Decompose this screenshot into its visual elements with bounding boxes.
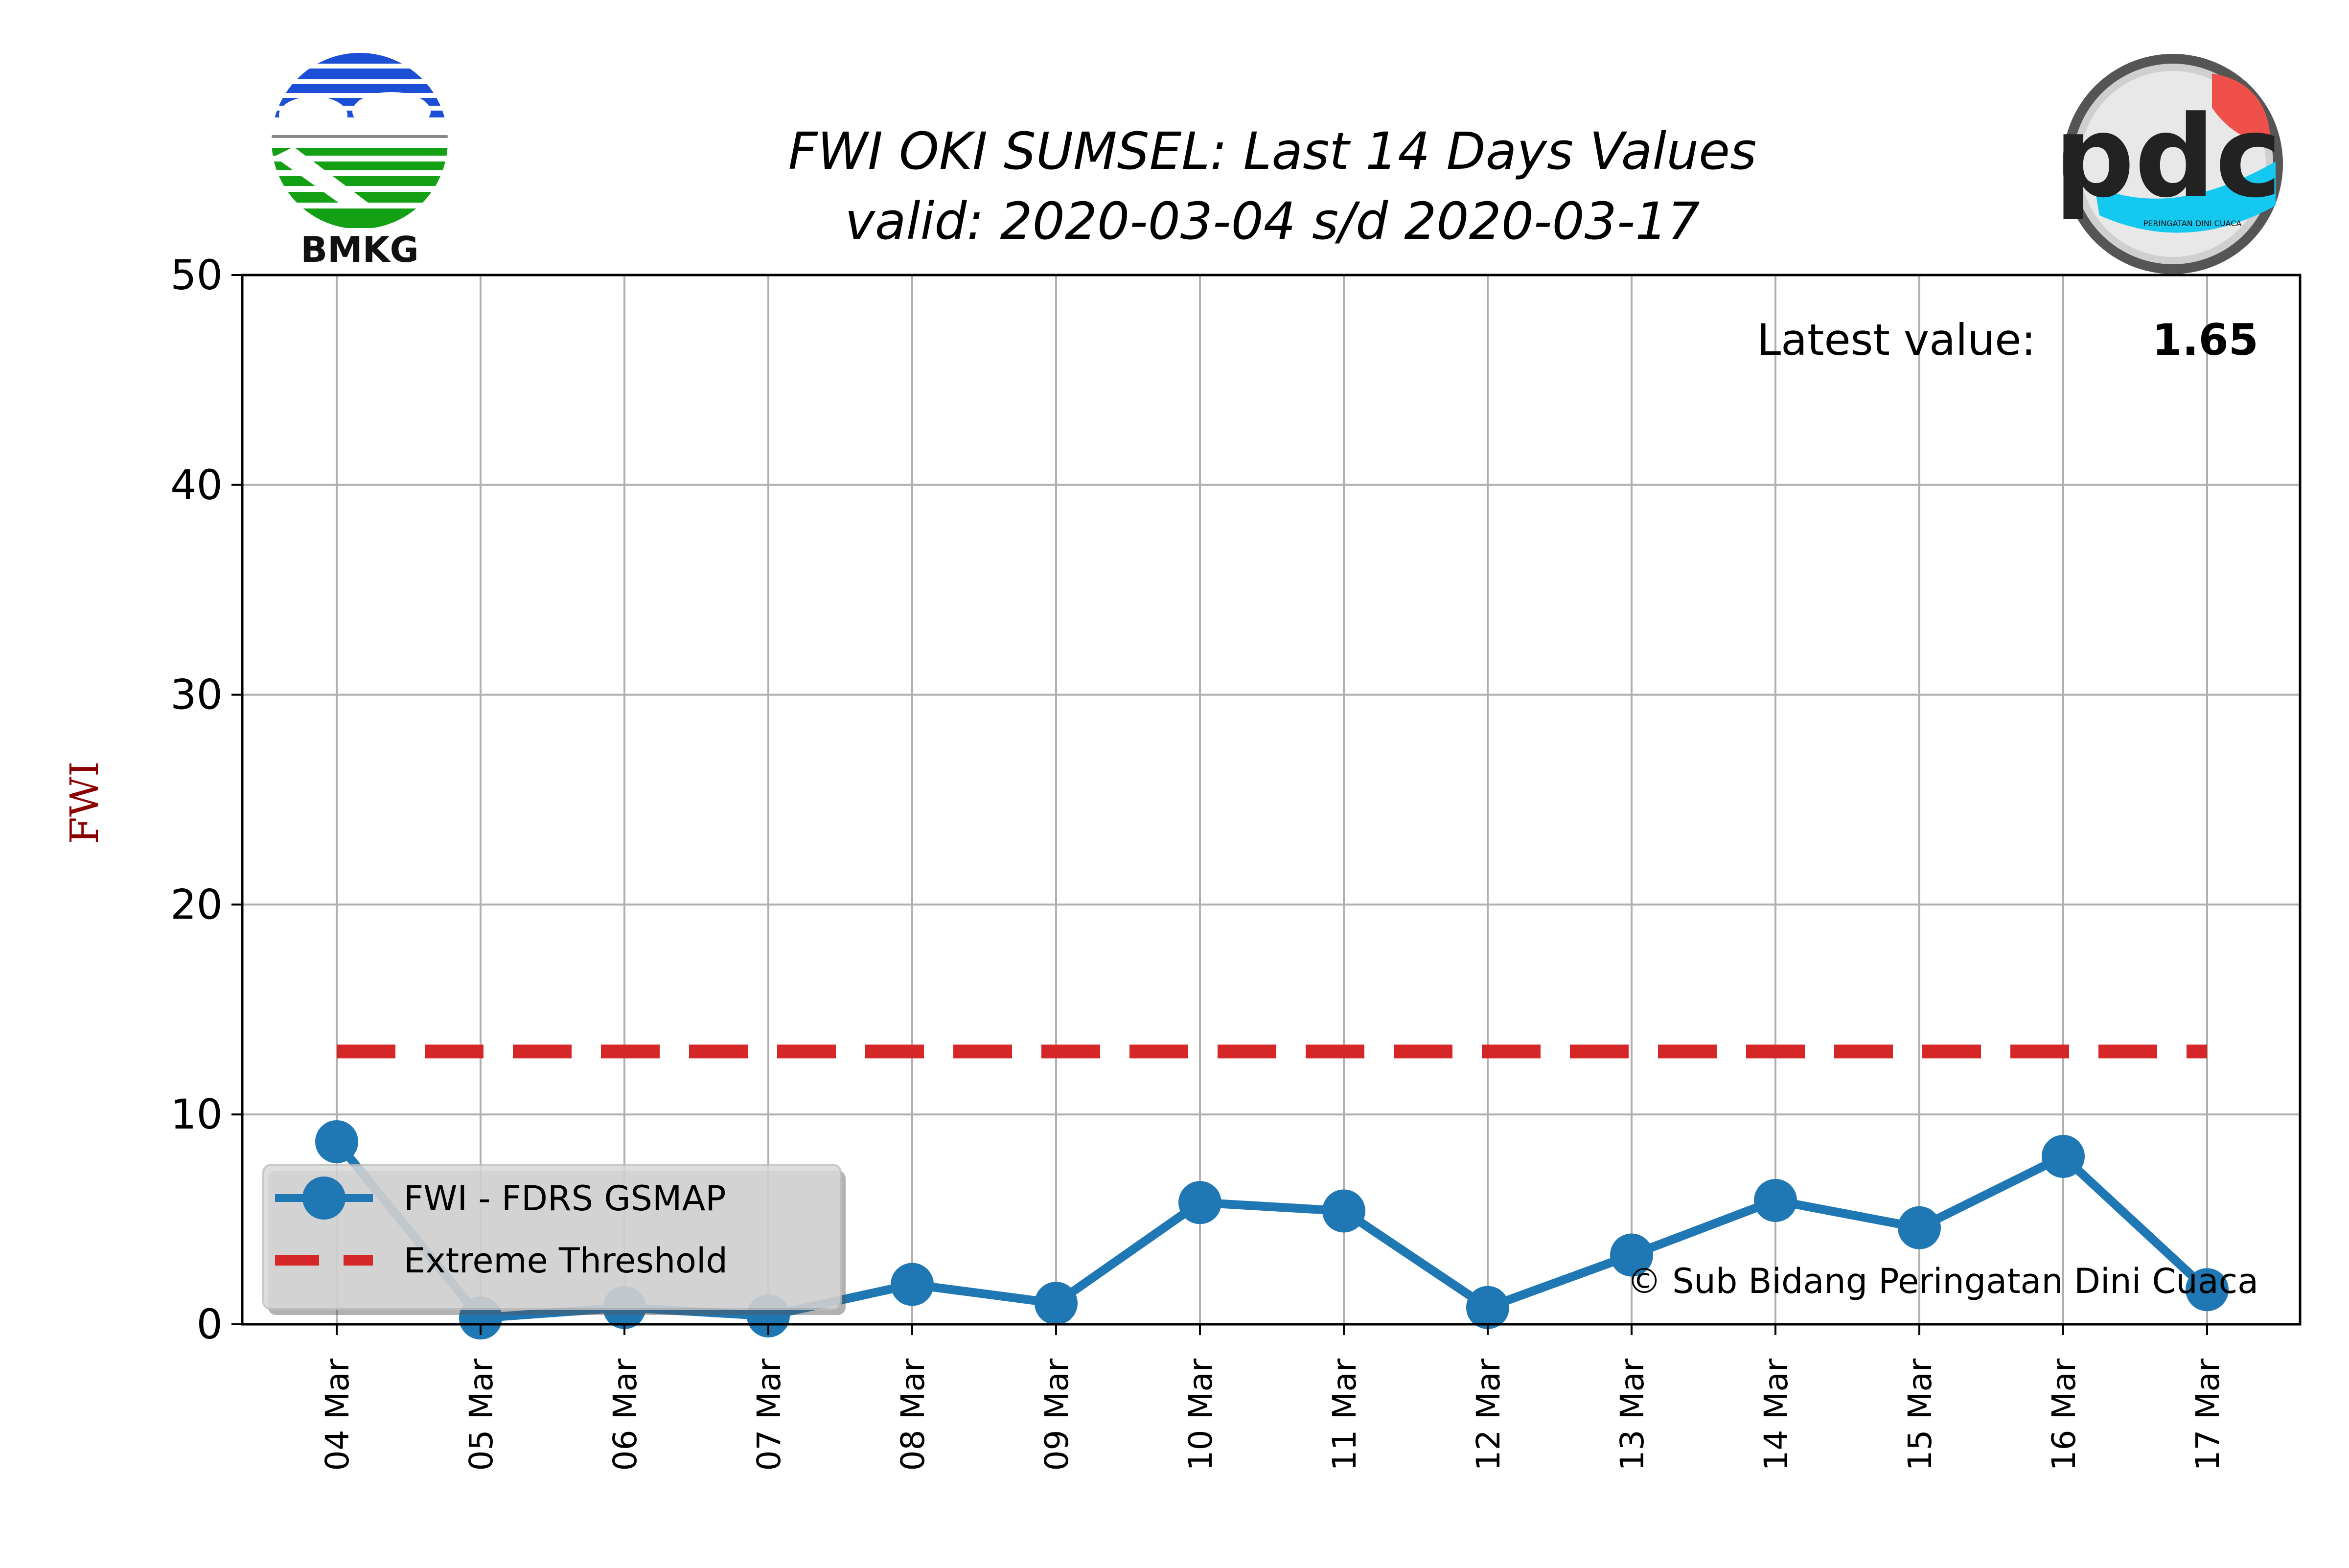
latest-value-label: Latest value: xyxy=(1757,315,2036,365)
chart-subtitle: valid: 2020-03-04 s/d 2020-03-17 xyxy=(845,191,1700,251)
x-tick-label: 07 Mar xyxy=(750,1358,788,1471)
x-tick-label: 05 Mar xyxy=(462,1358,500,1471)
pdc-logo: pdc PERINGATAN DINI CUACA xyxy=(2054,54,2283,274)
chart-title: FWI OKI SUMSEL: Last 14 Days Values xyxy=(788,121,1757,181)
pdc-logo-caption: PERINGATAN DINI CUACA xyxy=(2143,219,2242,228)
x-tick-label: 15 Mar xyxy=(1901,1358,1939,1471)
fwi-point xyxy=(1754,1179,1797,1222)
y-tick-label: 10 xyxy=(170,1090,223,1138)
latest-value-number: 1.65 xyxy=(2152,315,2258,365)
x-tick-label: 06 Mar xyxy=(606,1358,644,1471)
legend: FWI - FDRS GSMAP Extreme Threshold xyxy=(262,1164,846,1315)
credit-text: © Sub Bidang Peringatan Dini Cuaca xyxy=(1627,1261,2258,1301)
x-tick-label: 11 Mar xyxy=(1326,1358,1363,1471)
x-axis: 04 Mar 05 Mar 06 Mar 07 Mar 08 Mar 09 Mar 10 M… xyxy=(319,1324,2227,1471)
bmkg-logo-text: BMKG xyxy=(300,229,418,270)
pdc-logo-text: pdc xyxy=(2054,92,2282,223)
fwi-point xyxy=(1322,1189,1365,1233)
fwi-point xyxy=(2186,1268,2229,1312)
legend-fwi-label: FWI - FDRS GSMAP xyxy=(404,1178,726,1219)
fwi-point xyxy=(1035,1282,1078,1325)
y-tick-label: 0 xyxy=(197,1300,223,1348)
fwi-point xyxy=(315,1120,358,1163)
plot-frame xyxy=(241,274,2302,1326)
bmkg-logo: BMKG xyxy=(272,53,448,270)
fwi-point xyxy=(2042,1134,2085,1178)
fwi-point xyxy=(1466,1286,1509,1329)
x-tick-label: 14 Mar xyxy=(1757,1358,1795,1471)
fwi-point xyxy=(1178,1181,1221,1224)
legend-box xyxy=(262,1164,842,1310)
x-tick-label: 08 Mar xyxy=(894,1358,932,1471)
x-tick-label: 13 Mar xyxy=(1613,1358,1651,1471)
fwi-point xyxy=(891,1263,934,1306)
fwi-point xyxy=(1610,1233,1653,1277)
y-tick-label: 20 xyxy=(170,880,223,928)
y-axis: 0 10 20 30 40 50 xyxy=(170,251,242,1348)
x-tick-label: 12 Mar xyxy=(1470,1358,1507,1471)
x-tick-label: 17 Mar xyxy=(2189,1358,2227,1471)
fwi-series xyxy=(315,1120,2229,1340)
y-tick-label: 40 xyxy=(170,461,223,509)
x-tick-label: 09 Mar xyxy=(1038,1358,1076,1471)
y-tick-label: 30 xyxy=(170,671,223,719)
x-tick-label: 10 Mar xyxy=(1182,1358,1220,1471)
x-tick-label: 04 Mar xyxy=(319,1358,356,1471)
y-tick-label: 50 xyxy=(170,251,223,299)
legend-fwi-marker xyxy=(302,1176,345,1220)
y-axis-label: FWI xyxy=(62,761,107,844)
fwi-point xyxy=(1898,1206,1941,1249)
legend-threshold-label: Extreme Threshold xyxy=(404,1241,728,1281)
x-tick-label: 16 Mar xyxy=(2045,1358,2083,1471)
